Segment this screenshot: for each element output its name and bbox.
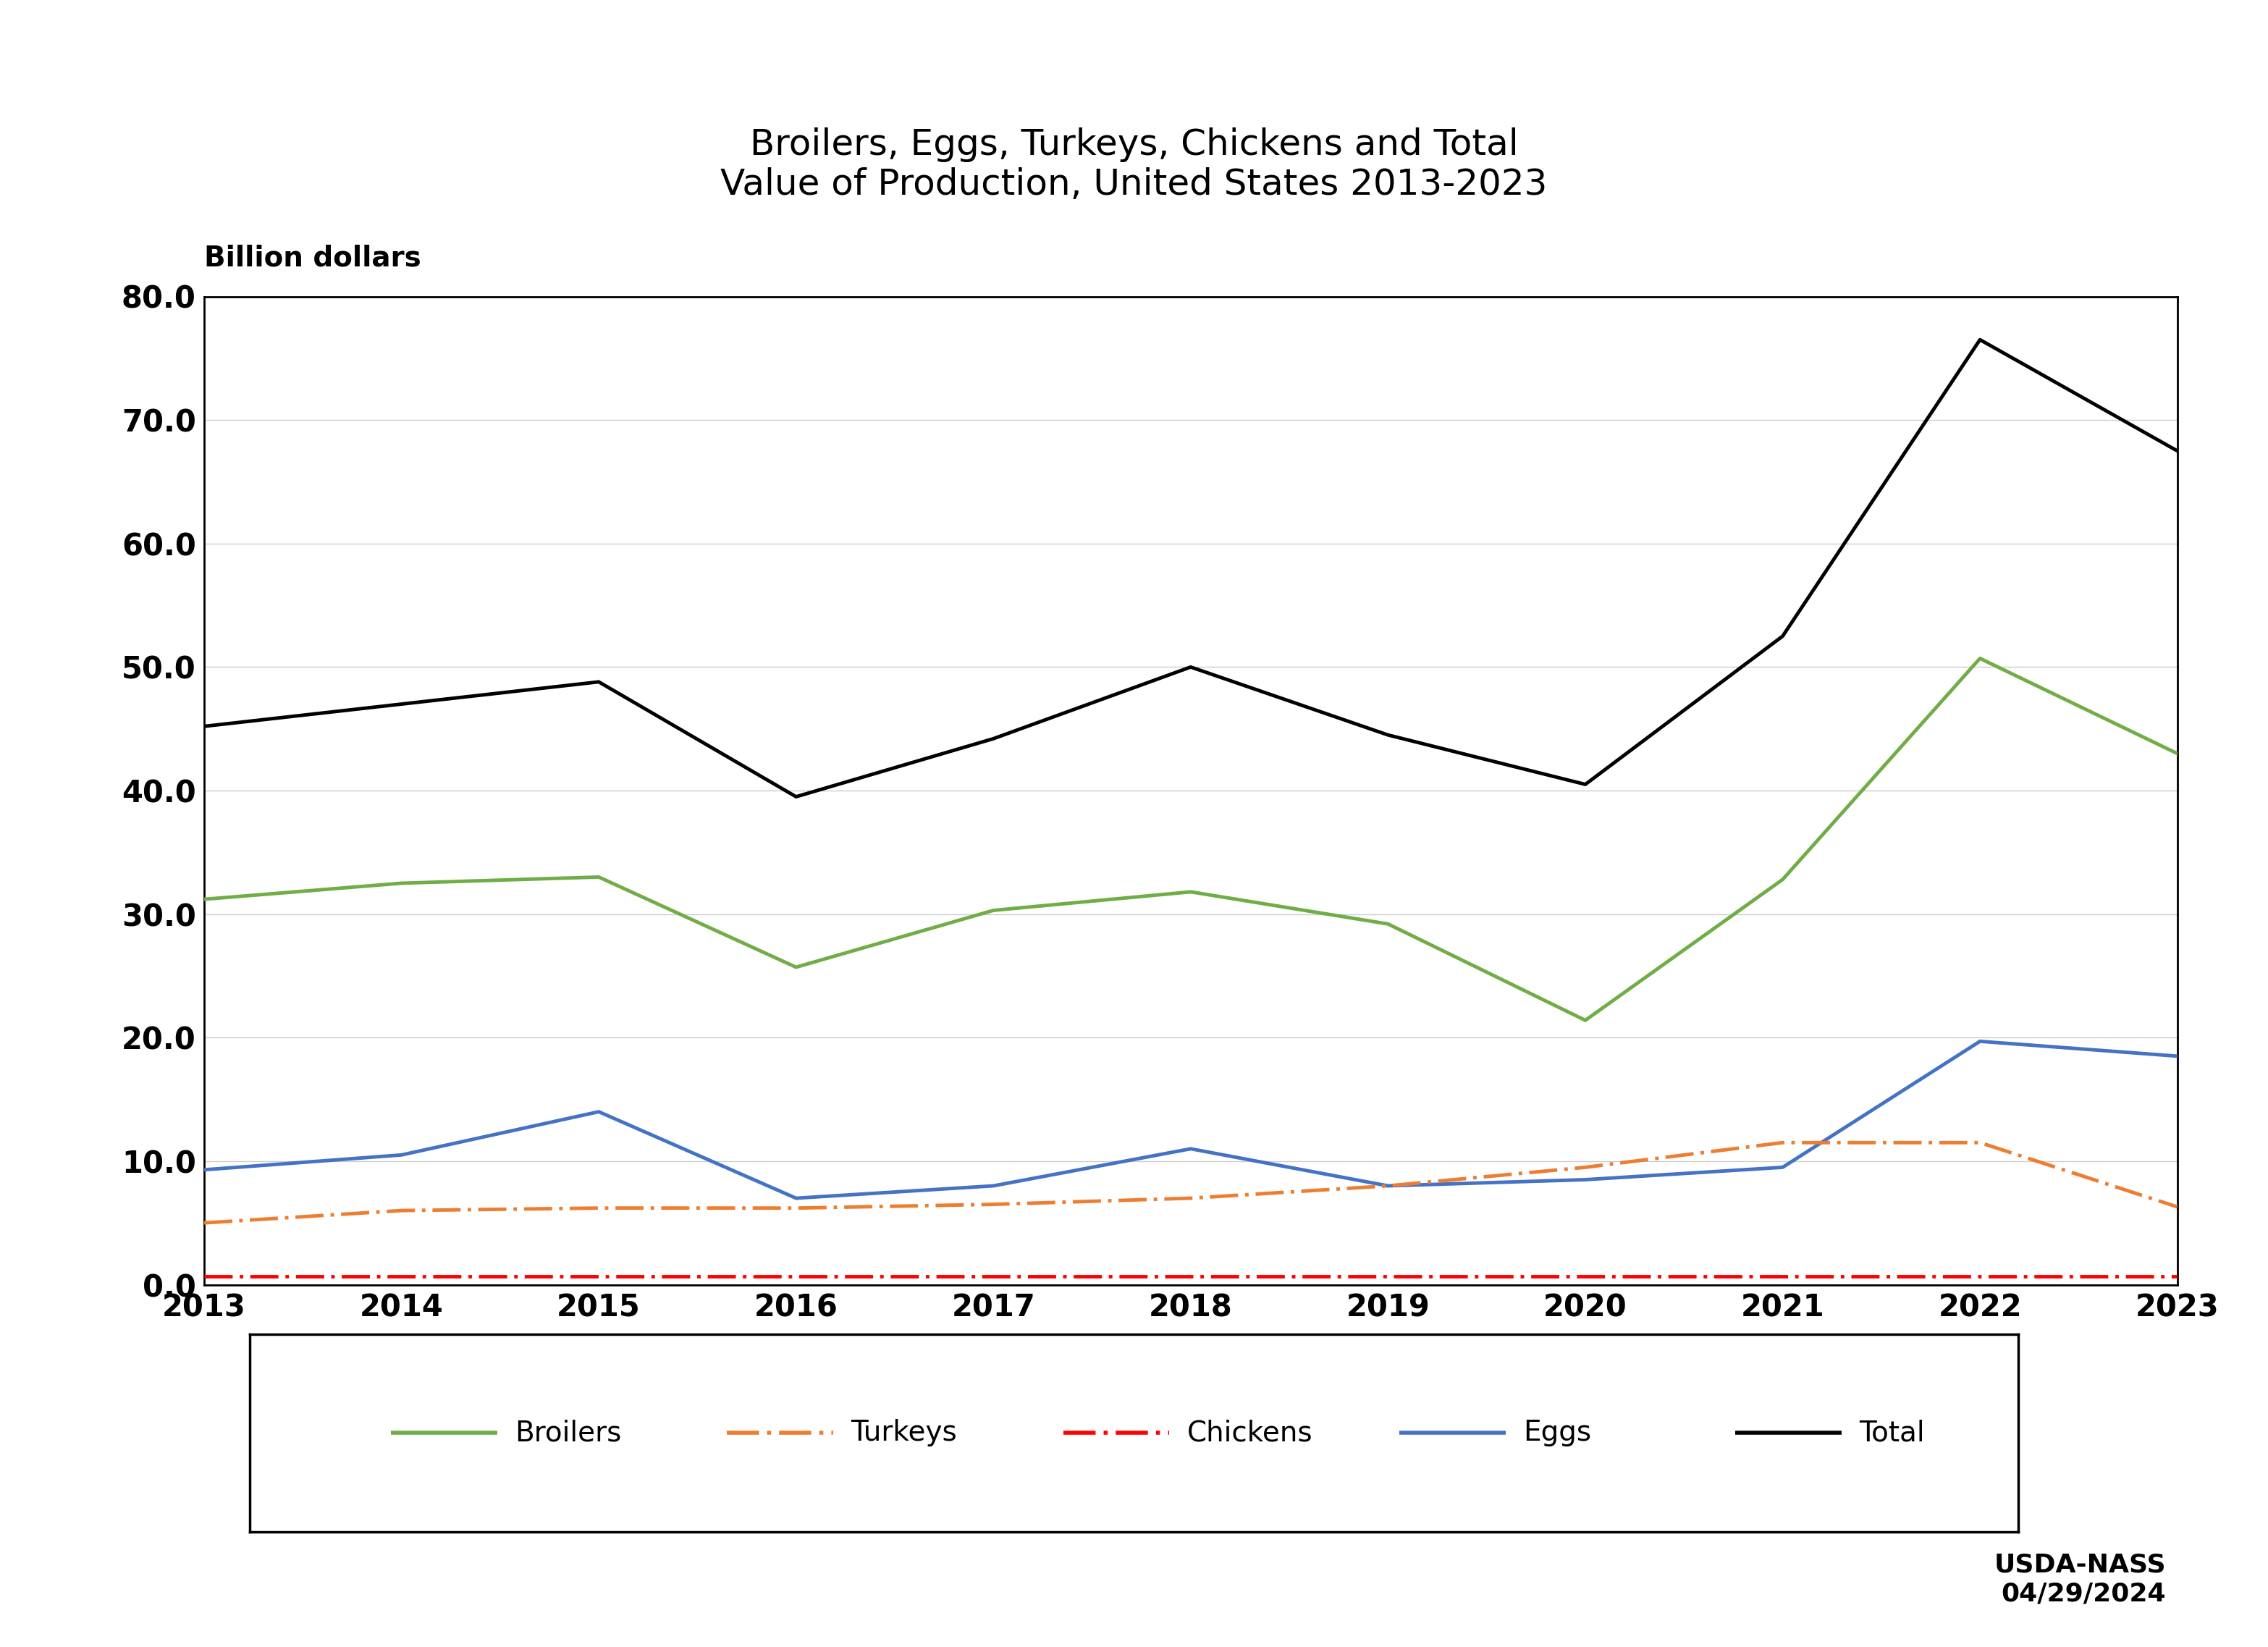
Text: Chickens: Chickens	[1186, 1420, 1313, 1446]
Text: USDA-NASS
04/29/2024: USDA-NASS 04/29/2024	[1994, 1553, 2166, 1606]
Text: Broilers, Eggs, Turkeys, Chickens and Total
Value of Production, United States 2: Broilers, Eggs, Turkeys, Chickens and To…	[721, 127, 1547, 203]
Text: Billion dollars: Billion dollars	[204, 244, 422, 272]
Text: Broilers: Broilers	[515, 1420, 621, 1446]
Text: Total: Total	[1860, 1420, 1926, 1446]
Text: Eggs: Eggs	[1524, 1420, 1592, 1446]
Text: Turkeys: Turkeys	[850, 1420, 957, 1446]
